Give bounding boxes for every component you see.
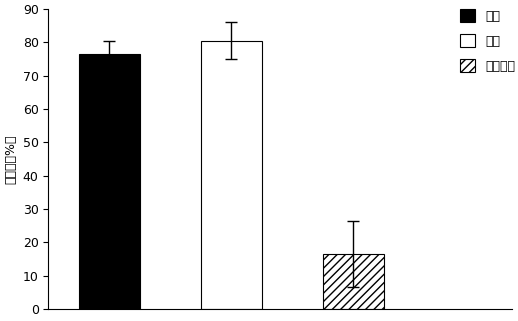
Bar — [323, 254, 384, 309]
Bar — [79, 54, 140, 309]
Y-axis label: 坐果率（%）: 坐果率（%） — [4, 134, 17, 184]
Legend: 人工, 蜜蜂, 空白对照: 人工, 蜜蜂, 空白对照 — [460, 9, 515, 73]
Bar — [201, 41, 262, 309]
